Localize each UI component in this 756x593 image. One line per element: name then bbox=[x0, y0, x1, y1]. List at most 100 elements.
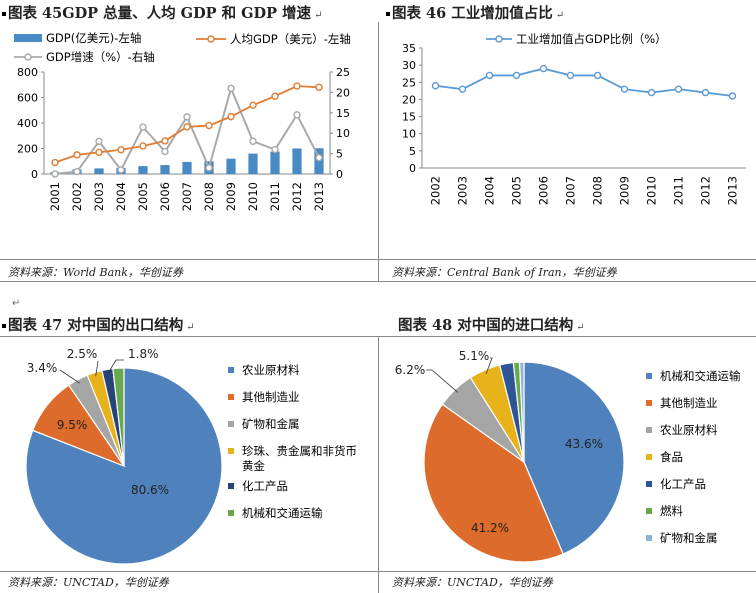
pc-point bbox=[51, 158, 59, 167]
pie-data-label: 2.5% bbox=[67, 347, 98, 361]
x-tick-label: 2003 bbox=[92, 182, 106, 211]
gdp-bar bbox=[94, 168, 104, 174]
gdp-bar bbox=[292, 148, 302, 174]
growth-point bbox=[293, 111, 301, 119]
pie-leader-line bbox=[95, 360, 99, 377]
pc-point bbox=[227, 112, 235, 121]
y-right-tick-label: 15 bbox=[336, 107, 350, 120]
legend-label: 其他制造业 bbox=[242, 390, 300, 404]
legend-growth-label: GDP增速（%）-右轴 bbox=[46, 50, 155, 64]
legend-swatch bbox=[646, 454, 652, 460]
pie-leader-line bbox=[485, 357, 493, 374]
x-tick-label: 2013 bbox=[312, 182, 326, 211]
pc-point bbox=[73, 151, 81, 159]
pie-data-label: 5.1% bbox=[459, 349, 490, 363]
pc-point bbox=[271, 92, 279, 100]
chart47-svg: 80.6% 9.5% 3.4% 2.5% 1.8% 农业原材料其他制造业矿物和金属珍珠、贵… bbox=[25, 347, 357, 565]
gdp-bar bbox=[182, 161, 192, 174]
legend-swatch bbox=[646, 535, 652, 541]
x-tick-label: 2013 bbox=[726, 176, 740, 205]
series-point bbox=[701, 88, 710, 97]
legend-marker bbox=[495, 35, 503, 43]
legend-label: 珍珠、贵金属和非货币 bbox=[242, 444, 357, 458]
legend-label: 化工产品 bbox=[242, 479, 288, 493]
x-tick-label: 2011 bbox=[268, 182, 282, 211]
x-tick-label: 2004 bbox=[483, 176, 497, 205]
growth-point bbox=[227, 84, 235, 93]
legend-label: 化工产品 bbox=[660, 477, 706, 491]
paragraph-mark-icon: ↵ bbox=[186, 322, 195, 333]
divider-vertical-top bbox=[378, 22, 379, 282]
legend-label: 矿物和金属 bbox=[660, 531, 718, 545]
chart45-title: 图表 45GDP 总量、人均 GDP 和 GDP 增速 ↵ bbox=[2, 2, 322, 23]
legend-pc-label: 人均GDP（美元）-左轴 bbox=[230, 32, 351, 46]
paragraph-mark-icon: ↵ bbox=[314, 10, 323, 21]
growth-point bbox=[73, 167, 81, 176]
pc-point bbox=[205, 121, 213, 130]
y-left-tick-label: 800 bbox=[17, 66, 38, 79]
pie-data-label: 1.8% bbox=[128, 347, 159, 361]
chart45-source: 资料来源：World Bank，华创证券 bbox=[8, 266, 183, 279]
x-tick-label: 2010 bbox=[246, 182, 260, 211]
legend-swatch bbox=[228, 394, 234, 400]
legend-swatch bbox=[646, 373, 652, 379]
x-tick-label: 2005 bbox=[136, 182, 150, 211]
x-tick-label: 2011 bbox=[672, 176, 686, 205]
pie-slice bbox=[423, 403, 564, 563]
bullet-square-icon bbox=[2, 324, 6, 328]
series-line bbox=[435, 67, 733, 97]
pc-point bbox=[95, 148, 103, 157]
legend-swatch bbox=[646, 400, 652, 406]
series-point bbox=[647, 88, 656, 97]
pie-leader-line bbox=[59, 369, 80, 384]
y-tick-label: 10 bbox=[402, 128, 416, 141]
x-tick-label: 2006 bbox=[158, 182, 172, 211]
y-right-tick-label: 25 bbox=[336, 66, 350, 79]
growth-point bbox=[161, 147, 169, 156]
bullet-square-icon bbox=[2, 12, 6, 16]
growth-point bbox=[271, 145, 279, 154]
pie-data-label: 80.6% bbox=[131, 483, 169, 497]
growth-point bbox=[205, 164, 213, 172]
growth-point bbox=[51, 170, 59, 178]
legend-label-cont: 黄金 bbox=[242, 459, 265, 473]
y-left-tick-label: 400 bbox=[17, 117, 38, 130]
legend-swatch bbox=[228, 510, 234, 516]
pc-point bbox=[293, 82, 301, 90]
legend-swatch bbox=[228, 483, 234, 489]
series-point bbox=[674, 85, 683, 93]
chart48-source: 资料来源：UNCTAD，华创证券 bbox=[392, 576, 553, 589]
gdp-bar bbox=[248, 153, 258, 174]
legend-swatch bbox=[228, 448, 234, 454]
divider-vertical-bottom bbox=[378, 336, 379, 593]
x-tick-label: 2012 bbox=[699, 176, 713, 205]
legend-label: 机械和交通运输 bbox=[242, 506, 323, 520]
series-point bbox=[512, 71, 521, 80]
y-right-tick-label: 0 bbox=[336, 168, 343, 181]
series-point bbox=[485, 71, 494, 80]
y-tick-label: 5 bbox=[409, 145, 416, 158]
pie-data-label: 41.2% bbox=[471, 521, 509, 535]
pie-slice bbox=[112, 367, 125, 467]
pc-point bbox=[161, 137, 169, 145]
legend-swatch bbox=[228, 367, 234, 373]
series-point bbox=[728, 92, 737, 100]
legend-pc-marker bbox=[207, 35, 215, 43]
pie-slice bbox=[518, 361, 525, 463]
pie-leader-line bbox=[426, 369, 459, 393]
y-left-tick-label: 600 bbox=[17, 92, 38, 105]
bullet-square-icon bbox=[386, 12, 390, 16]
x-tick-label: 2004 bbox=[114, 182, 128, 211]
legend-label: 其他制造业 bbox=[660, 396, 718, 410]
chart46-source: 资料来源：Central Bank of Iran，华创证券 bbox=[392, 266, 617, 279]
growth-point bbox=[95, 137, 103, 146]
x-tick-label: 2007 bbox=[564, 176, 578, 205]
series-point bbox=[431, 82, 440, 90]
gdp-bar bbox=[226, 158, 236, 174]
legend-swatch bbox=[646, 481, 652, 487]
series-point bbox=[620, 85, 629, 93]
legend-label: 机械和交通运输 bbox=[660, 369, 741, 383]
chart48-title: 图表 48 对中国的进口结构 ↵ bbox=[398, 317, 585, 334]
y-left-tick-label: 200 bbox=[17, 143, 38, 156]
x-tick-label: 2010 bbox=[645, 176, 659, 205]
